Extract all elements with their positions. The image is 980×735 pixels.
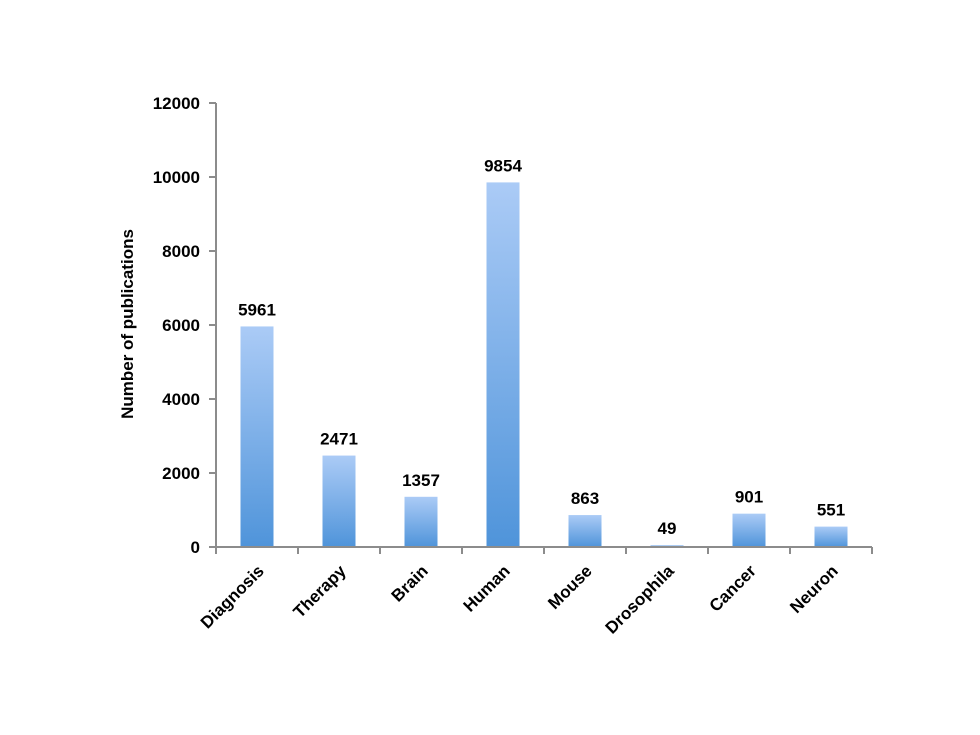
data-label-mouse: 863 — [571, 489, 599, 508]
bar-mouse — [568, 515, 602, 547]
bars — [240, 182, 848, 548]
x-tick-label-human: Human — [460, 561, 514, 615]
y-tick-label: 4000 — [162, 390, 200, 409]
bar-neuron — [814, 526, 848, 547]
data-label-human: 9854 — [484, 156, 522, 175]
x-axis-ticks — [215, 547, 873, 554]
data-labels: 5961 2471 1357 9854 863 49 901 551 — [238, 156, 845, 538]
bar-brain — [404, 496, 438, 547]
x-tick-label-brain: Brain — [388, 561, 432, 605]
y-tick-label: 8000 — [162, 242, 200, 261]
x-axis-labels: Diagnosis Therapy Brain Human Mouse Drosophil… — [197, 561, 842, 638]
x-tick-label-cancer: Cancer — [706, 561, 760, 615]
y-axis-ticks: 0 2000 4000 6000 8000 10000 12000 — [153, 94, 216, 557]
bar-diagnosis — [240, 326, 274, 547]
data-label-diagnosis: 5961 — [238, 300, 276, 319]
x-tick-label-mouse: Mouse — [544, 561, 596, 613]
bar-therapy — [322, 455, 356, 547]
data-label-drosophila: 49 — [658, 519, 677, 538]
data-label-cancer: 901 — [735, 488, 763, 507]
x-tick-label-diagnosis: Diagnosis — [197, 561, 268, 632]
y-tick-label: 12000 — [153, 94, 200, 113]
y-tick-label: 0 — [191, 538, 200, 557]
x-tick-label-neuron: Neuron — [786, 561, 842, 617]
y-tick-label: 6000 — [162, 316, 200, 335]
data-label-brain: 1357 — [402, 471, 440, 490]
y-axis-title: Number of publications — [118, 229, 137, 419]
y-tick-label: 2000 — [162, 464, 200, 483]
y-tick-label: 10000 — [153, 168, 200, 187]
data-label-therapy: 2471 — [320, 430, 358, 449]
bar-cancer — [732, 513, 766, 547]
x-tick-label-drosophila: Drosophila — [602, 561, 679, 638]
data-label-neuron: 551 — [817, 501, 845, 520]
x-tick-label-therapy: Therapy — [290, 561, 351, 622]
bar-human — [486, 182, 520, 548]
